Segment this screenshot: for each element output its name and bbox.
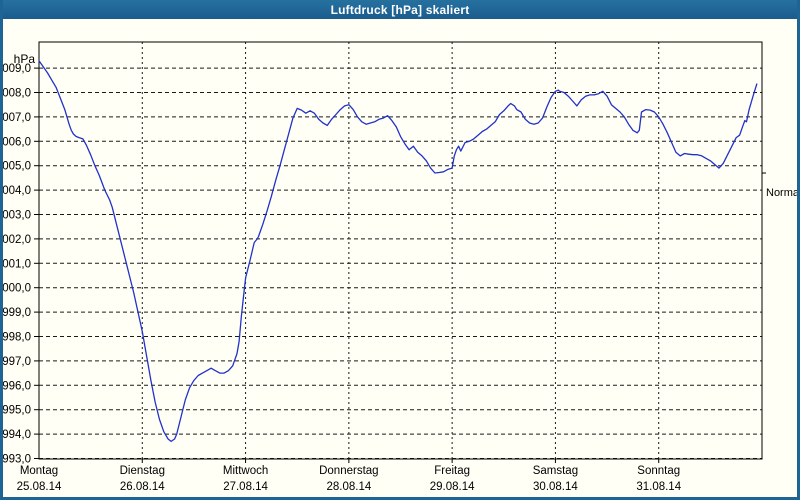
y-tick-label: 995,0 (2, 405, 31, 417)
y-tick-label: 1006,0 (0, 136, 31, 148)
y-tick-label: 1003,0 (0, 210, 31, 222)
y-tick-label: 1004,0 (0, 185, 31, 197)
day-date-label: 30.08.14 (533, 481, 578, 493)
day-date-label: 28.08.14 (326, 481, 371, 493)
y-tick-label: 1007,0 (0, 112, 31, 124)
y-tick-label: 1002,0 (0, 234, 31, 246)
y-tick-label: 996,0 (2, 380, 31, 392)
y-tick-label: 1001,0 (0, 258, 31, 270)
window-titlebar: Luftdruck [hPa] skaliert (3, 0, 797, 19)
day-date-label: 26.08.14 (120, 481, 165, 493)
pressure-line (38, 60, 758, 443)
y-tick-label: 997,0 (2, 356, 31, 368)
window-title: Luftdruck [hPa] skaliert (330, 2, 470, 17)
y-tick-label: 993,0 (2, 454, 31, 466)
y-tick-label: 999,0 (2, 307, 31, 319)
day-name-label: Mittwoch (223, 465, 268, 477)
day-name-label: Freitag (434, 465, 470, 477)
day-name-label: Montag (20, 465, 58, 477)
y-tick-label: 1005,0 (0, 161, 31, 173)
day-name-label: Donnerstag (319, 465, 378, 477)
y-tick-label: 994,0 (2, 429, 31, 441)
day-date-label: 31.08.14 (636, 481, 681, 493)
day-name-label: Dienstag (120, 465, 165, 477)
y-tick-label: 1000,0 (0, 283, 31, 295)
y-tick-label: 1008,0 (0, 88, 31, 100)
normal-label: Normal (766, 187, 800, 199)
y-tick-label: 1009,0 (0, 63, 31, 75)
day-date-label: 29.08.14 (430, 481, 475, 493)
y-tick-label: 998,0 (2, 332, 31, 344)
y-axis-unit-label: hPa (13, 52, 35, 66)
pressure-chart: 1009,0 1008,0 1007,0 1006,0 1005,0 1004,0 1003… (0, 41, 766, 493)
day-date-label: 27.08.14 (223, 481, 268, 493)
plot-border (38, 41, 763, 460)
day-name-label: Sonntag (637, 465, 680, 477)
day-name-label: Samstag (533, 465, 578, 477)
day-date-label: 25.08.14 (17, 481, 62, 493)
chart-surface: 1009,0 1008,0 1007,0 1006,0 1005,0 1004,0 1003… (0, 19, 800, 497)
